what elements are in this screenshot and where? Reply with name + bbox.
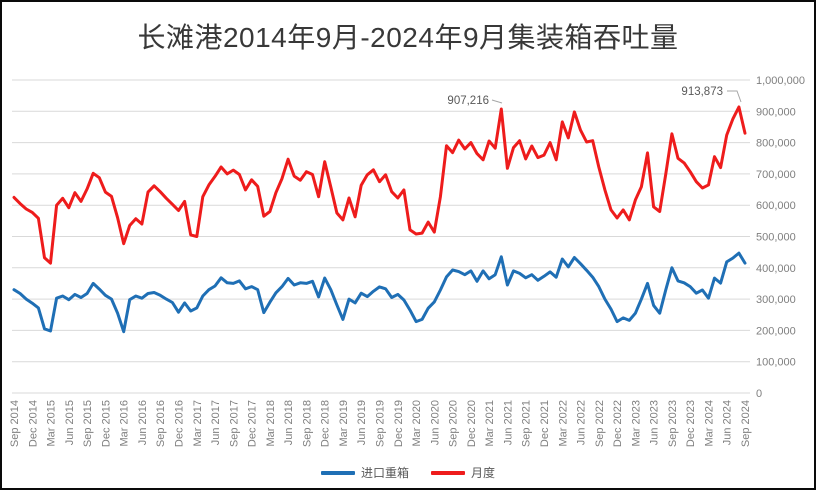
x-axis-tick-label: Jun 2023 — [649, 400, 661, 445]
y-axis-tick-label: 600,000 — [756, 200, 796, 212]
x-axis-tick-label: Dec 2015 — [100, 400, 112, 447]
x-axis-tick-label: Dec 2016 — [173, 400, 185, 447]
x-axis-tick-label: Jun 2022 — [576, 400, 588, 445]
monthly-series-swatch — [431, 470, 465, 475]
x-axis-tick-label: Dec 2021 — [539, 400, 551, 447]
x-axis-tick-label: Dec 2014 — [27, 400, 39, 447]
y-axis-tick-label: 900,000 — [756, 106, 796, 118]
x-axis-tick-label: Dec 2019 — [393, 400, 405, 447]
x-axis-tick-label: Mar 2020 — [411, 400, 423, 446]
x-axis-tick-label: Sep 2019 — [375, 400, 387, 447]
legend-label-imports: 进口重箱 — [360, 466, 409, 480]
x-axis-tick-label: Mar 2023 — [630, 400, 642, 446]
x-axis-tick-label: Mar 2021 — [484, 400, 496, 446]
y-axis-tick-label: 500,000 — [756, 232, 796, 244]
x-axis-tick-label: Mar 2019 — [338, 400, 350, 446]
chart-legend: 进口重箱 月度 — [0, 464, 816, 481]
data-point-annotation: 913,873 — [681, 86, 723, 98]
y-axis-tick-label: 300,000 — [756, 294, 796, 306]
legend-item-imports[interactable]: 进口重箱 — [320, 464, 409, 481]
chart-title: 长滩港2014年9月-2024年9月集装箱吞吐量 — [137, 22, 679, 53]
y-axis-tick-label: 200,000 — [756, 325, 796, 337]
x-axis-tick-label: Dec 2018 — [320, 400, 332, 447]
x-axis-tick-label: Jun 2016 — [137, 400, 149, 445]
x-axis-tick-label: Mar 2018 — [265, 400, 277, 446]
x-axis-tick-label: Mar 2024 — [703, 400, 715, 446]
x-axis-tick-label: Sep 2014 — [9, 400, 21, 447]
x-axis-tick-label: Sep 2016 — [155, 400, 167, 447]
x-axis-tick-label: Jun 2018 — [283, 400, 295, 445]
x-axis-tick-label: Sep 2023 — [667, 400, 679, 447]
monthly-series-line[interactable] — [12, 105, 747, 265]
x-axis-tick-label: Mar 2016 — [119, 400, 131, 446]
x-axis-tick-label: Dec 2023 — [685, 400, 697, 447]
legend-item-monthly[interactable]: 月度 — [431, 464, 495, 481]
x-axis-tick-label: Sep 2015 — [82, 400, 94, 447]
x-axis-tick-label: Mar 2022 — [557, 400, 569, 446]
y-axis-tick-label: 100,000 — [756, 357, 796, 369]
x-axis-tick-label: Sep 2018 — [301, 400, 313, 447]
x-axis-tick-label: Jun 2024 — [722, 400, 734, 445]
imports-series-line[interactable] — [12, 251, 747, 334]
x-axis-tick-label: Sep 2020 — [448, 400, 460, 447]
y-axis-tick-label: 700,000 — [756, 169, 796, 181]
x-axis-tick-label: Sep 2022 — [594, 400, 606, 447]
x-axis-tick-label: Jun 2017 — [210, 400, 222, 445]
x-axis-tick-label: Jun 2021 — [502, 400, 514, 445]
data-point-annotation: 907,216 — [447, 95, 489, 107]
x-axis-tick-label: Jun 2015 — [64, 400, 76, 445]
imports-series-swatch — [320, 470, 355, 475]
y-axis-tick-label: 400,000 — [756, 263, 796, 275]
x-axis-tick-label: Mar 2015 — [46, 400, 58, 446]
x-axis-tick-label: Sep 2017 — [228, 400, 240, 447]
y-axis-tick-label: 1,000,000 — [756, 75, 805, 87]
annotation-leader-line — [727, 90, 742, 103]
x-axis-tick-label: Dec 2022 — [612, 400, 624, 447]
x-axis-tick-label: Dec 2017 — [247, 400, 259, 447]
x-axis-tick-label: Mar 2017 — [192, 400, 204, 446]
annotation-leader-line — [491, 99, 503, 104]
x-axis-tick-label: Jun 2020 — [429, 400, 441, 445]
x-axis-tick-label: Dec 2020 — [466, 400, 478, 447]
legend-label-monthly: 月度 — [471, 466, 496, 480]
y-axis-tick-label: 0 — [756, 388, 762, 400]
x-axis-tick-label: Sep 2021 — [521, 400, 533, 447]
x-axis-tick-label: Jun 2019 — [356, 400, 368, 445]
x-axis-tick-label: Sep 2024 — [740, 400, 752, 447]
y-axis-tick-label: 800,000 — [756, 138, 796, 150]
